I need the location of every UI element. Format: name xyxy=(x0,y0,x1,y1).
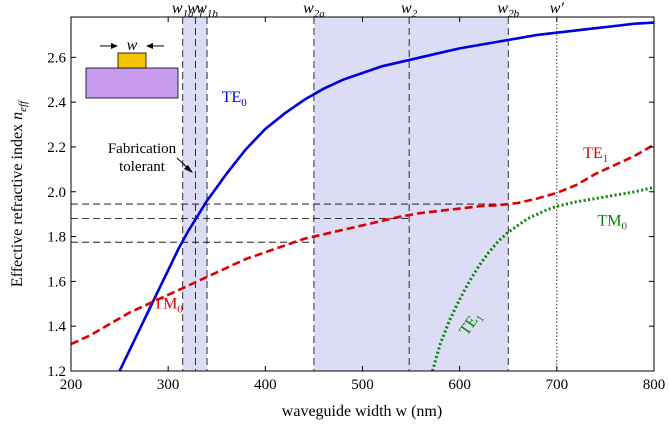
inset-core xyxy=(117,52,147,69)
vertical-guide-label-2: w1b xyxy=(196,0,218,20)
y-tick-label-7: 2.6 xyxy=(47,50,66,66)
y-axis-label: Effective refractive index neff xyxy=(9,99,29,287)
series-lines xyxy=(70,21,655,372)
x-tick-label-2: 400 xyxy=(254,377,277,393)
x-tick-label-4: 600 xyxy=(448,377,471,393)
curve-label-0: TE0 xyxy=(222,89,248,109)
waveguide-inset: w xyxy=(85,37,179,99)
y-tick-label-2: 1.6 xyxy=(47,274,66,290)
y-tick-label-5: 2.2 xyxy=(47,140,66,156)
vertical-guide-label-0: w1a xyxy=(172,0,194,20)
curve-label-1: TE1 xyxy=(583,145,608,165)
inset-width-label: w xyxy=(127,37,138,54)
y-tick-label-6: 2.4 xyxy=(47,95,66,111)
annotation-line-1: Fabrication xyxy=(108,141,177,157)
x-tick-label-5: 700 xyxy=(546,377,569,393)
x-axis-label: waveguide width w (nm) xyxy=(282,403,442,420)
vertical-guide-label-6: w′ xyxy=(550,0,565,17)
vertical-guide-label-4: w2 xyxy=(401,0,418,20)
x-tick-label-3: 500 xyxy=(351,377,374,393)
y-axis-ticks: 1.2 1.4 1.6 1.8 2.0 2.2 2.4 2.6 xyxy=(47,50,654,380)
y-tick-label-0: 1.2 xyxy=(47,364,66,380)
shaded-region-1 xyxy=(313,17,509,371)
vertical-guide-label-3: w2a xyxy=(303,0,325,20)
vertical-guides xyxy=(182,17,558,371)
y-tick-label-1: 1.4 xyxy=(47,319,66,335)
shaded-region-0 xyxy=(182,17,208,371)
curve-label-2: TM0 xyxy=(153,295,183,315)
x-tick-label-0: 200 xyxy=(60,377,83,393)
x-tick-label-1: 300 xyxy=(157,377,180,393)
x-tick-label-6: 800 xyxy=(643,377,666,393)
series-1 xyxy=(70,143,655,346)
vertical-guide-label-5: w2b xyxy=(497,0,519,20)
inset-arrowhead-left xyxy=(111,43,118,49)
inset-arrowhead-right xyxy=(146,43,153,49)
y-tick-label-4: 2.0 xyxy=(47,185,66,201)
x-axis-ticks: 200 300 400 500 600 700 800 xyxy=(60,17,666,393)
shaded-regions xyxy=(182,17,509,371)
annotation-arrowhead xyxy=(184,165,193,173)
curve-label-3: TM0 xyxy=(597,212,627,232)
vertical-guide-label-1: w1 xyxy=(187,0,203,20)
fabrication-tolerant-annotation: Fabrication tolerant xyxy=(108,141,193,175)
inset-substrate xyxy=(85,67,179,99)
y-tick-label-3: 1.8 xyxy=(47,230,66,246)
series-0 xyxy=(118,21,655,372)
horizontal-guides xyxy=(71,203,509,243)
annotation-line-2: tolerant xyxy=(119,159,166,175)
series-2 xyxy=(431,185,655,372)
